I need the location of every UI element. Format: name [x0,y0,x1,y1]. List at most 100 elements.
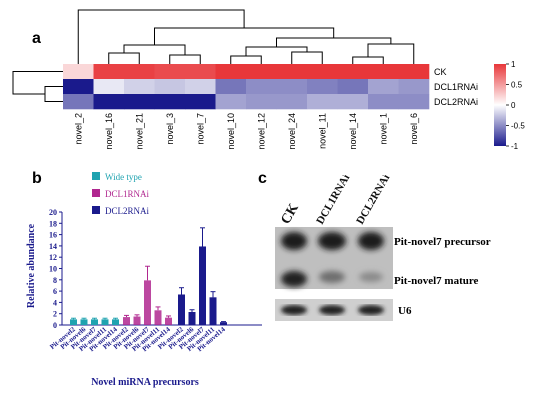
heatmap-cell [276,94,308,110]
heatmap-cell [154,79,186,95]
heatmap-cell [368,94,399,110]
y-tick-label: 0 [53,321,57,330]
colorbar-tick-label: 0.5 [511,81,523,90]
heatmap-cell [337,64,369,80]
chart-axes: 0 2 4 6 8 10 12 14 16 18 20 [49,208,262,330]
bar [112,319,119,325]
column-dendrogram [77,9,415,64]
heatmap-cell [154,64,186,80]
heatmap-row-label: DCL2RNAi [434,97,478,107]
legend-label: Wide type [105,172,142,182]
colorbar-tick-label: -0.5 [511,122,525,131]
heatmap-column-label: novel_10 [226,113,236,150]
band-precursor-ck [281,232,307,250]
y-axis-label: Relative abundance [26,223,37,308]
heatmap-cell [215,79,247,95]
heatmap-cell [246,64,277,80]
heatmap-column-label: novel_3 [165,113,175,145]
western-blot: CK DCL1RNAi DCL2RNAi Pit-novel7 precurso… [270,172,550,325]
colorbar-tick-label: 1 [511,60,516,69]
colorbar-ticks: 1 0.5 0 -0.5 -1 [506,60,525,151]
heatmap-cell [63,64,94,80]
y-tick-label: 20 [49,208,57,217]
heatmap-cell [93,79,125,95]
band-mature-dcl2 [359,272,383,282]
heatmap-cell [307,79,338,95]
heatmap-cell [337,94,369,110]
band-precursor-dcl1 [318,232,346,250]
bar [70,319,77,325]
heatmap-column-label: novel_1 [378,113,388,145]
y-tick-label: 16 [49,231,57,240]
y-tick-label: 10 [49,265,57,274]
legend-swatch [92,189,100,197]
band-mature-dcl1 [319,271,345,283]
heatmap-row-label: CK [434,67,447,77]
heatmap-cell [337,79,369,95]
bar [165,317,172,325]
y-tick-label: 8 [53,276,57,285]
y-tick-label: 4 [53,298,57,307]
heatmap-cell [246,79,277,95]
heatmap-cell [93,64,125,80]
legend-label: DCL2RNAi [105,206,150,216]
heatmap-cell [246,94,277,110]
heatmap-column-label: novel_14 [348,113,358,150]
heatmap-cell [185,94,216,110]
heatmap-cell [307,64,338,80]
chart-legend: Wide type DCL1RNAi DCL2RNAi [92,172,150,216]
heatmap-cell [398,79,430,95]
panel-label-a: a [32,30,41,47]
band-mature-ck [281,271,307,287]
heatmap-cell [154,94,186,110]
heatmap-cell [307,94,338,110]
heatmap-row-label: DCL1RNAi [434,82,478,92]
heatmap-figure: CK DCL1RNAi DCL2RNAi novel_2 novel_16 novel_… [12,9,525,151]
heatmap-cell [124,94,155,110]
panel-label-b: b [32,170,42,187]
y-tick-label: 2 [53,310,57,319]
bar [80,319,88,325]
y-tick-label: 12 [49,253,57,262]
heatmap-cell [124,79,155,95]
heatmap-cell [215,64,247,80]
colorbar-tick-label: -1 [511,142,519,151]
colorbar-tick-label: 0 [511,101,516,110]
heatmap-cell [185,79,216,95]
chart-bars [70,227,227,325]
heatmap-column-labels: novel_2 novel_16 novel_21 novel_3 novel_7 nov… [73,113,419,150]
heatmap-cell [398,94,430,110]
bar [123,317,130,325]
row-dendrogram [12,71,63,102]
legend-swatch [92,206,100,214]
bar [188,312,196,325]
heatmap-column-label: novel_2 [73,113,83,145]
bar [101,319,109,325]
heatmap-cell [124,64,155,80]
lane-label-dcl2: DCL2RNAi [354,175,392,227]
panel-label-c: c [258,170,267,187]
heatmap-column-label: novel_12 [256,113,266,150]
lane-label-ck: CK [278,201,302,227]
blot-label-u6: U6 [398,305,412,317]
heatmap-cell [185,64,216,80]
band-precursor-dcl2 [358,232,384,250]
heatmap-column-label: novel_21 [134,113,144,150]
heatmap-cell [368,79,399,95]
legend-label: DCL1RNAi [105,189,150,199]
heatmap-column-label: novel_11 [317,113,327,149]
lane-label-dcl1: DCL1RNAi [314,175,352,227]
heatmap-column-label: novel_24 [287,113,297,150]
band-u6-dcl2 [358,305,384,315]
heatmap-column-label: novel_16 [104,113,114,150]
bar [133,316,141,325]
heatmap-row-labels: CK DCL1RNAi DCL2RNAi [434,67,478,107]
x-tick-labels: Pit-novel2Pit-novel6Pit-novel7Pit-novel1… [48,325,227,353]
heatmap-cells [63,64,430,110]
bar [91,319,98,325]
y-tick-label: 14 [49,242,57,251]
legend-swatch [92,172,100,180]
band-u6-dcl1 [319,305,345,315]
heatmap-cell [398,64,430,80]
heatmap-column-label: novel_6 [409,113,419,145]
